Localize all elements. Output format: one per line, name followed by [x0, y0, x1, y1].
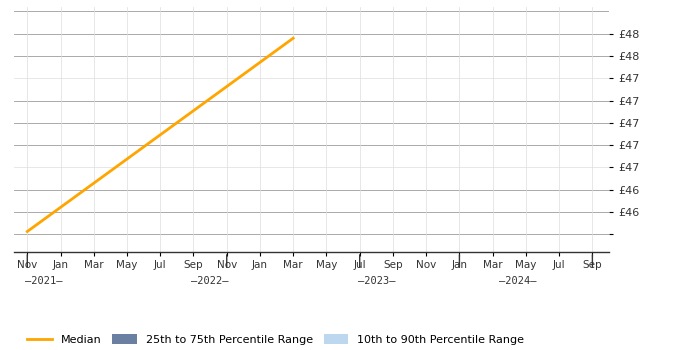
Text: —2021—: —2021—: [25, 275, 63, 286]
Text: —2022—: —2022—: [191, 275, 229, 286]
Text: —2023—: —2023—: [358, 275, 395, 286]
Text: —2024—: —2024—: [499, 275, 536, 286]
Legend: Median, 25th to 75th Percentile Range, 10th to 90th Percentile Range: Median, 25th to 75th Percentile Range, 1…: [24, 331, 528, 349]
